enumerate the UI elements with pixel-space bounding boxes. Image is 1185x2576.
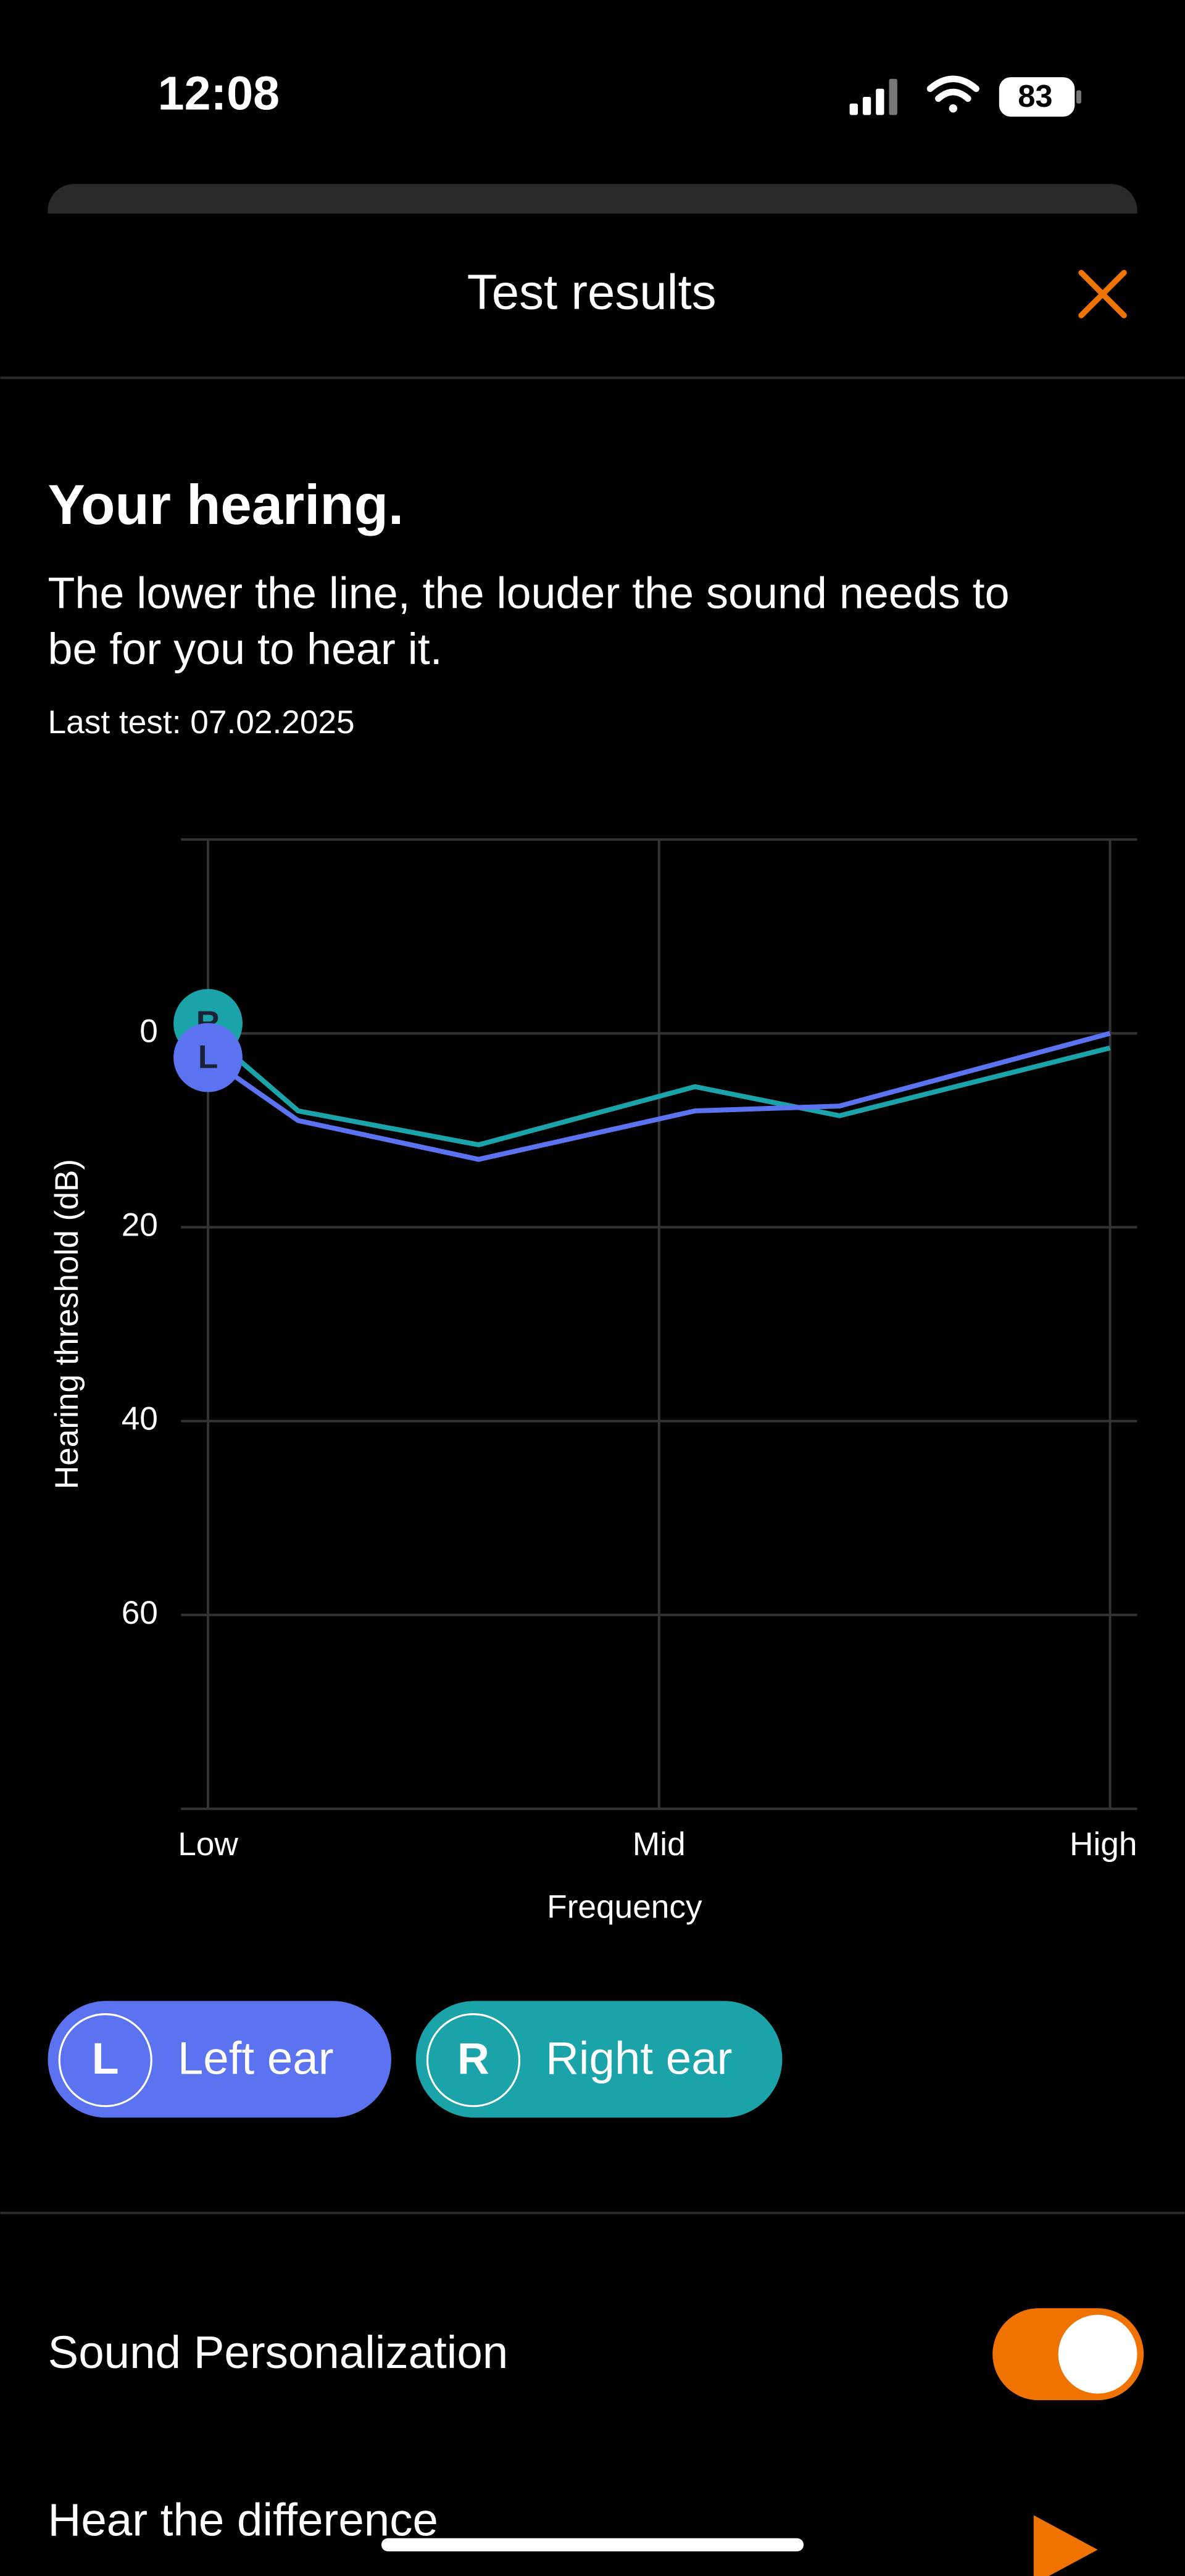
description-line: be for you to hear it. xyxy=(48,625,443,674)
x-axis-label: Frequency xyxy=(547,1888,702,1925)
heading: Your hearing. xyxy=(48,474,404,536)
legend-label: Right ear xyxy=(546,2032,732,2084)
y-tick-label: 0 xyxy=(139,1013,158,1049)
play-button[interactable] xyxy=(1033,2515,1098,2576)
close-button[interactable] xyxy=(1078,270,1127,318)
y-tick-label: 20 xyxy=(122,1207,158,1244)
setting-label: Sound Personalization xyxy=(48,2327,509,2378)
toggle-knob xyxy=(1058,2314,1137,2394)
clock: 12:08 xyxy=(158,67,280,120)
sheet xyxy=(0,214,1185,2576)
home-indicator xyxy=(381,2538,804,2552)
legend-item[interactable]: L Left ear xyxy=(48,2001,391,2118)
point-marker-label: L xyxy=(198,1039,218,1075)
legend-badge xyxy=(426,2013,521,2108)
wifi-icon xyxy=(926,75,979,113)
last-test: Last test: 07.02.2025 xyxy=(48,704,355,741)
battery-icon xyxy=(999,77,1075,117)
description-line: The lower the line, the louder the sound… xyxy=(48,568,1010,618)
y-axis-label: Hearing threshold (dB) xyxy=(49,1159,85,1489)
y-tick-label: 60 xyxy=(122,1595,158,1631)
signal-icon xyxy=(849,78,897,115)
legend-pill xyxy=(48,2001,391,2118)
y-tick-label: 40 xyxy=(122,1401,158,1437)
legend-badge-label: R xyxy=(457,2034,489,2084)
x-tick-label: High xyxy=(1070,1826,1137,1863)
legend: L Left ear R Right ear xyxy=(48,2001,783,2118)
x-tick-label: Low xyxy=(178,1826,238,1863)
legend-badge-label: L xyxy=(92,2034,119,2084)
legend-label: Left ear xyxy=(178,2032,334,2084)
legend-item[interactable]: R Right ear xyxy=(415,2001,783,2118)
x-tick-label: Mid xyxy=(633,1826,686,1863)
line xyxy=(206,1031,1111,1148)
toggle[interactable] xyxy=(992,2308,1144,2401)
battery-level: 83 xyxy=(1018,78,1052,114)
setting-label: Hear the difference xyxy=(48,2495,438,2546)
legend-badge xyxy=(58,2013,152,2108)
line xyxy=(206,1031,1111,1162)
header-title: Test results xyxy=(467,264,717,319)
battery-cap xyxy=(1076,90,1081,104)
point-marker xyxy=(173,1023,243,1092)
